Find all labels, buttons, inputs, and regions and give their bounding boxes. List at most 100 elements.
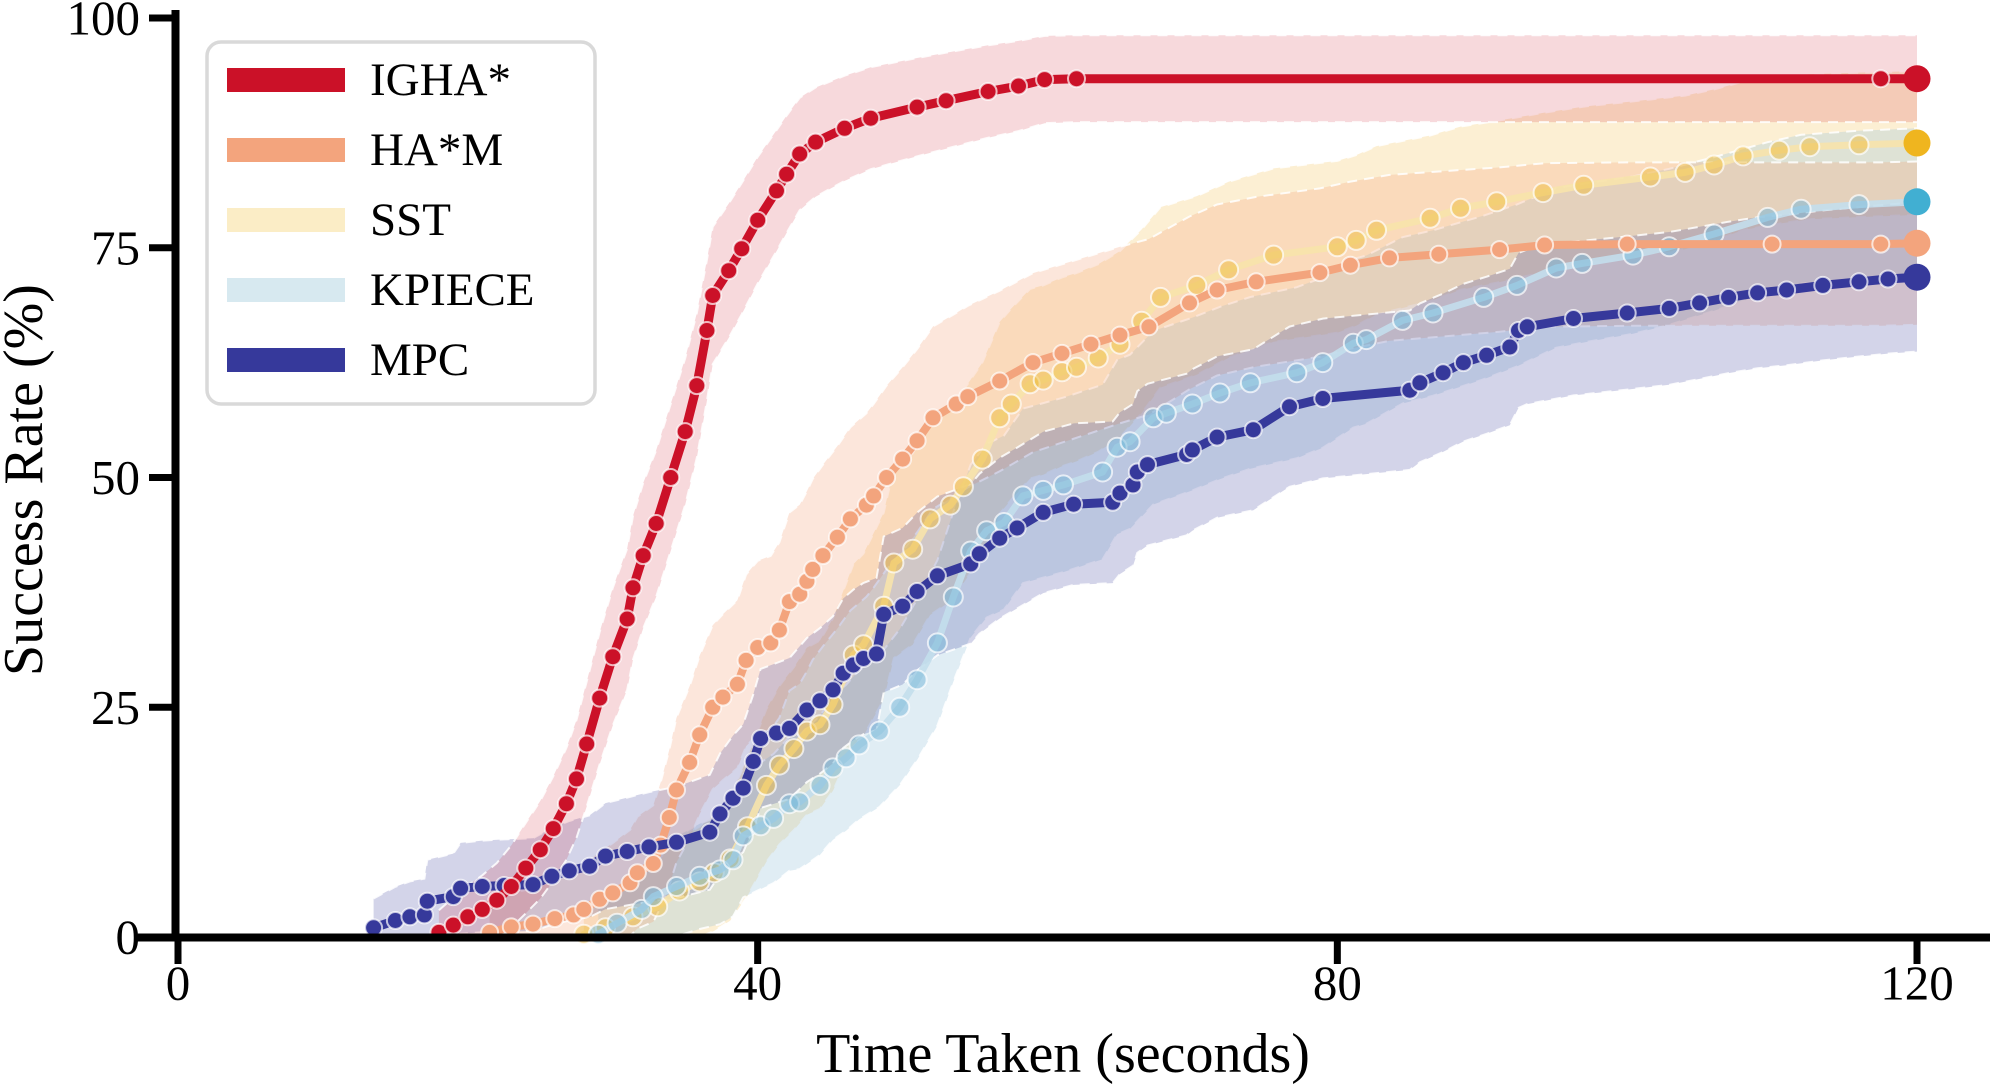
data-point-marker xyxy=(1110,325,1130,345)
y-tick-mark xyxy=(149,703,172,711)
data-point-marker xyxy=(1207,427,1227,447)
band-edge-lower xyxy=(489,323,1918,938)
data-point-marker xyxy=(1286,362,1308,384)
data-point-marker xyxy=(703,286,723,305)
data-point-marker xyxy=(1312,352,1334,374)
data-point-marker xyxy=(907,97,927,117)
data-point-marker xyxy=(501,877,521,896)
data-point-marker xyxy=(926,632,948,654)
y-axis-label: Success Rate (%) xyxy=(0,284,55,676)
data-point-marker xyxy=(1263,244,1285,266)
data-point-marker xyxy=(743,752,763,771)
data-point-marker xyxy=(1732,145,1754,167)
data-point-marker xyxy=(809,714,831,736)
data-point-marker xyxy=(1799,136,1821,158)
data-point-marker xyxy=(1878,269,1898,289)
data-point-marker xyxy=(990,528,1010,548)
series-end-dot xyxy=(1903,129,1931,157)
data-point-marker xyxy=(874,604,894,624)
data-point-marker xyxy=(1280,397,1299,417)
data-point-marker xyxy=(1410,373,1430,393)
data-point-marker xyxy=(835,118,855,138)
data-point-marker xyxy=(1012,485,1034,507)
data-point-marker xyxy=(643,854,663,873)
y-tick-mark xyxy=(149,933,172,941)
data-point-marker xyxy=(927,566,947,586)
data-point-marker xyxy=(1119,431,1141,453)
data-point-marker xyxy=(623,578,643,598)
data-point-marker xyxy=(1392,309,1413,331)
data-point-marker xyxy=(942,586,964,608)
legend-label: KPIECE xyxy=(370,264,535,316)
data-point-marker xyxy=(590,688,610,708)
data-point-marker xyxy=(1313,389,1333,408)
data-point-marker xyxy=(1186,274,1208,296)
data-point-marker xyxy=(1239,372,1261,394)
data-point-marker xyxy=(1573,174,1595,196)
data-point-marker xyxy=(631,898,653,920)
data-point-marker xyxy=(1138,455,1157,475)
data-point-marker xyxy=(472,899,492,919)
data-point-marker xyxy=(661,468,681,487)
data-point-marker xyxy=(1419,207,1441,229)
data-point-marker xyxy=(727,674,747,694)
data-point-marker xyxy=(732,825,754,847)
y-tick-label: 75 xyxy=(91,220,140,275)
data-point-marker xyxy=(603,883,623,903)
data-point-marker xyxy=(722,849,744,871)
data-point-marker xyxy=(864,486,884,506)
y-tick-mark xyxy=(149,474,172,481)
data-point-marker xyxy=(1035,70,1055,90)
data-point-marker xyxy=(1617,234,1637,254)
data-point-marker xyxy=(1532,182,1554,204)
data-point-marker xyxy=(768,754,790,776)
series-end-dot xyxy=(1903,65,1931,93)
data-point-marker xyxy=(1659,298,1679,318)
data-point-marker xyxy=(989,407,1011,429)
data-point-marker xyxy=(823,680,843,700)
data-point-marker xyxy=(1768,139,1790,161)
x-tick-label: 40 xyxy=(733,956,782,1011)
data-point-marker xyxy=(687,376,707,396)
x-axis-spine xyxy=(138,933,1990,942)
data-point-marker xyxy=(659,808,679,827)
data-point-marker xyxy=(809,774,831,796)
legend-swatch xyxy=(227,68,345,92)
data-point-marker xyxy=(1871,69,1891,89)
data-point-marker xyxy=(617,609,637,629)
data-point-marker xyxy=(868,720,890,742)
data-point-marker xyxy=(790,144,810,164)
band-edge-upper xyxy=(489,160,1918,905)
data-point-marker xyxy=(1871,234,1891,254)
data-point-marker xyxy=(1757,206,1779,228)
data-point-marker xyxy=(1639,166,1661,188)
band-edge-upper xyxy=(438,34,1917,911)
data-point-marker xyxy=(1674,161,1696,183)
legend-label: MPC xyxy=(370,334,469,386)
data-point-marker xyxy=(1092,461,1114,483)
data-point-marker xyxy=(1790,198,1812,220)
data-point-marker xyxy=(1380,248,1399,268)
data-point-marker xyxy=(1052,343,1072,363)
legend-swatch xyxy=(227,208,345,232)
data-point-marker xyxy=(1719,287,1739,307)
data-point-marker xyxy=(713,687,733,707)
data-point-marker xyxy=(1813,275,1833,295)
data-point-marker xyxy=(1064,494,1084,514)
legend-swatch xyxy=(227,138,345,162)
data-point-marker xyxy=(936,91,956,111)
data-point-marker xyxy=(919,508,941,530)
data-point-marker xyxy=(767,181,786,201)
data-point-marker xyxy=(902,538,924,560)
data-point-marker xyxy=(523,914,543,934)
data-point-marker xyxy=(580,856,600,876)
data-point-marker xyxy=(748,210,768,230)
data-point-marker xyxy=(877,468,897,487)
series-line xyxy=(434,74,1922,937)
data-point-marker xyxy=(675,422,695,442)
data-point-marker xyxy=(646,514,666,533)
data-point-marker xyxy=(797,700,817,720)
data-point-marker xyxy=(1139,317,1159,337)
data-point-marker xyxy=(958,387,978,407)
data-point-marker xyxy=(639,837,659,857)
